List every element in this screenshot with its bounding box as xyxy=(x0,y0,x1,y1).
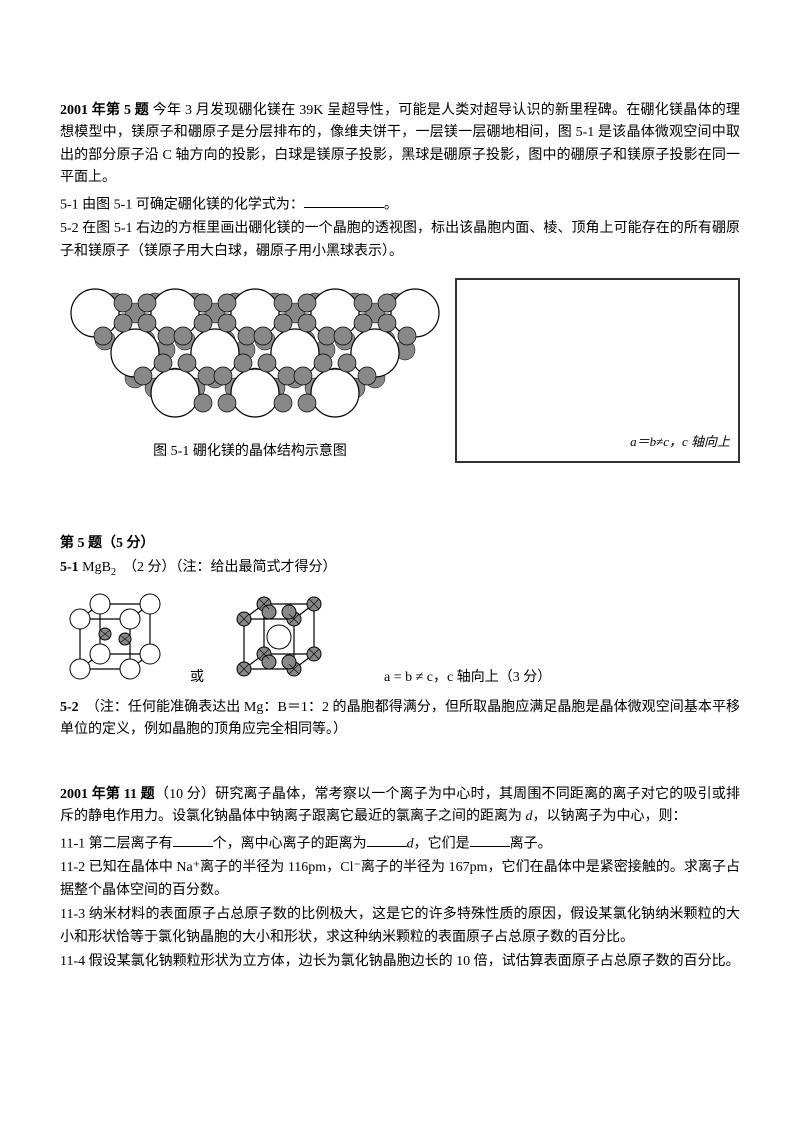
figure-caption: 图 5-1 硼化镁的晶体结构示意图 xyxy=(60,441,440,463)
a5-line2: 5-2 （注：任何能准确表达出 Mg：B＝1：2 的晶胞都得满分，但所取晶胞应满… xyxy=(60,697,740,742)
crystal-figure-wrapper: 图 5-1 硼化镁的晶体结构示意图 xyxy=(60,278,440,463)
q5-sub2: 5-2 在图 5-1 右边的方框里画出硼化镁的一个晶胞的透视图，标出该晶胞内面、… xyxy=(60,218,740,263)
unit-cell-2 xyxy=(224,589,334,689)
a5-line1: 5-1 MgB2 （2 分）（注：给出最简式才得分） xyxy=(60,557,740,581)
blank-ion xyxy=(470,831,510,847)
crystal-svg xyxy=(60,278,440,428)
q5-label: 2001 年第 5 题 xyxy=(60,103,149,118)
q11-3: 11-3 纳米材料的表面原子占总原子数的比例极大，这是它的许多特殊性质的原因，假… xyxy=(60,904,740,949)
answer-box-text: a＝b≠c，c 轴向上 xyxy=(630,432,730,453)
figure-row: 图 5-1 硼化镁的晶体结构示意图 a＝b≠c，c 轴向上 xyxy=(60,278,740,463)
q5-sub1: 5-1 由图 5-1 可确定硼化镁的化学式为：。 xyxy=(60,192,740,217)
a5-header: 第 5 题（5 分） xyxy=(60,533,740,555)
blank-count xyxy=(173,831,213,847)
answer-box: a＝b≠c，c 轴向上 xyxy=(455,278,740,463)
q11-label: 2001 年第 11 题 xyxy=(60,787,155,802)
blank-dist xyxy=(367,831,407,847)
q11-4: 11-4 假设某氯化钠颗粒形状为立方体，边长为氯化钠晶胞边长的 10 倍，试估算… xyxy=(60,951,740,973)
q5-text-1: 今年 3 月发现硼化镁在 39K 呈超导性，可能是人类对超导认识的新里程碑。在硼… xyxy=(60,103,740,185)
unit-cell-1 xyxy=(60,589,170,689)
crystal-diagram xyxy=(60,278,440,436)
unit-cells-row: 或 a = b ≠ c，c 轴向上（3 分） xyxy=(60,589,740,689)
or-text: 或 xyxy=(190,667,204,689)
q11-intro: 2001 年第 11 题（10 分）研究离子晶体，常考察以一个离子为中心时，其周… xyxy=(60,784,740,829)
cell-note: a = b ≠ c，c 轴向上（3 分） xyxy=(384,667,551,689)
q5-intro: 2001 年第 5 题 今年 3 月发现硼化镁在 39K 呈超导性，可能是人类对… xyxy=(60,100,740,190)
q11-2: 11-2 已知在晶体中 Na⁺离子的半径为 116pm，Cl⁻离子的半径为 16… xyxy=(60,857,740,902)
q11-1: 11-1 第二层离子有个，离中心离子的距离为d，它们是离子。 xyxy=(60,831,740,856)
blank-formula xyxy=(304,192,384,208)
